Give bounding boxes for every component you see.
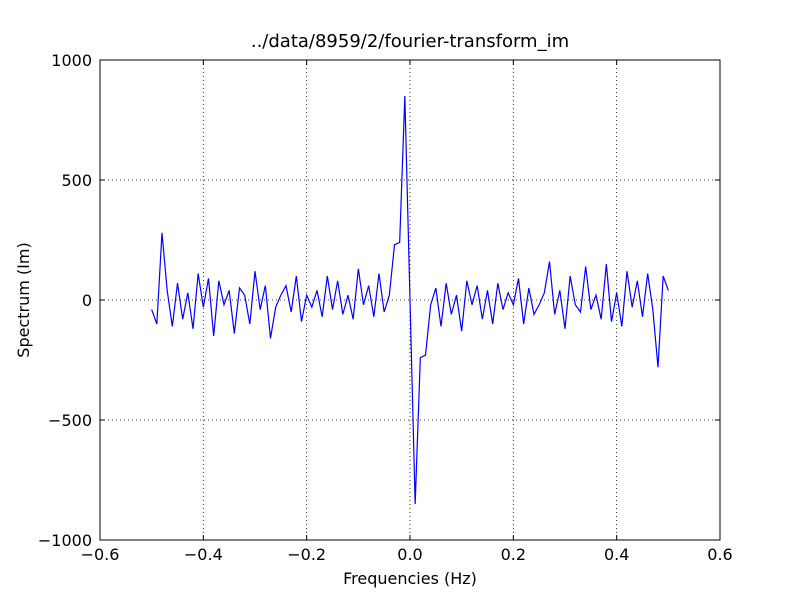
- y-axis-label: Spectrum (Im): [14, 242, 33, 357]
- plot-frame: [99, 59, 721, 541]
- x-tick-label: −0.6: [81, 545, 120, 564]
- y-tick-label: 0: [82, 291, 92, 310]
- x-tick-label: 0.6: [707, 545, 732, 564]
- y-tick-label: 500: [61, 171, 92, 190]
- x-tick-label: 0.0: [397, 545, 422, 564]
- y-tick-label: −500: [48, 411, 92, 430]
- y-tick-label: −1000: [38, 531, 92, 550]
- x-axis-label: Frequencies (Hz): [343, 569, 477, 588]
- x-tick-label: −0.2: [287, 545, 326, 564]
- x-tick-label: −0.4: [184, 545, 223, 564]
- x-tick-label: 0.2: [501, 545, 526, 564]
- x-tick-label: 0.4: [604, 545, 629, 564]
- y-tick-label: 1000: [51, 51, 92, 70]
- line-series: [151, 95, 669, 505]
- chart-title: ../data/8959/2/fourier-transform_im: [251, 31, 569, 52]
